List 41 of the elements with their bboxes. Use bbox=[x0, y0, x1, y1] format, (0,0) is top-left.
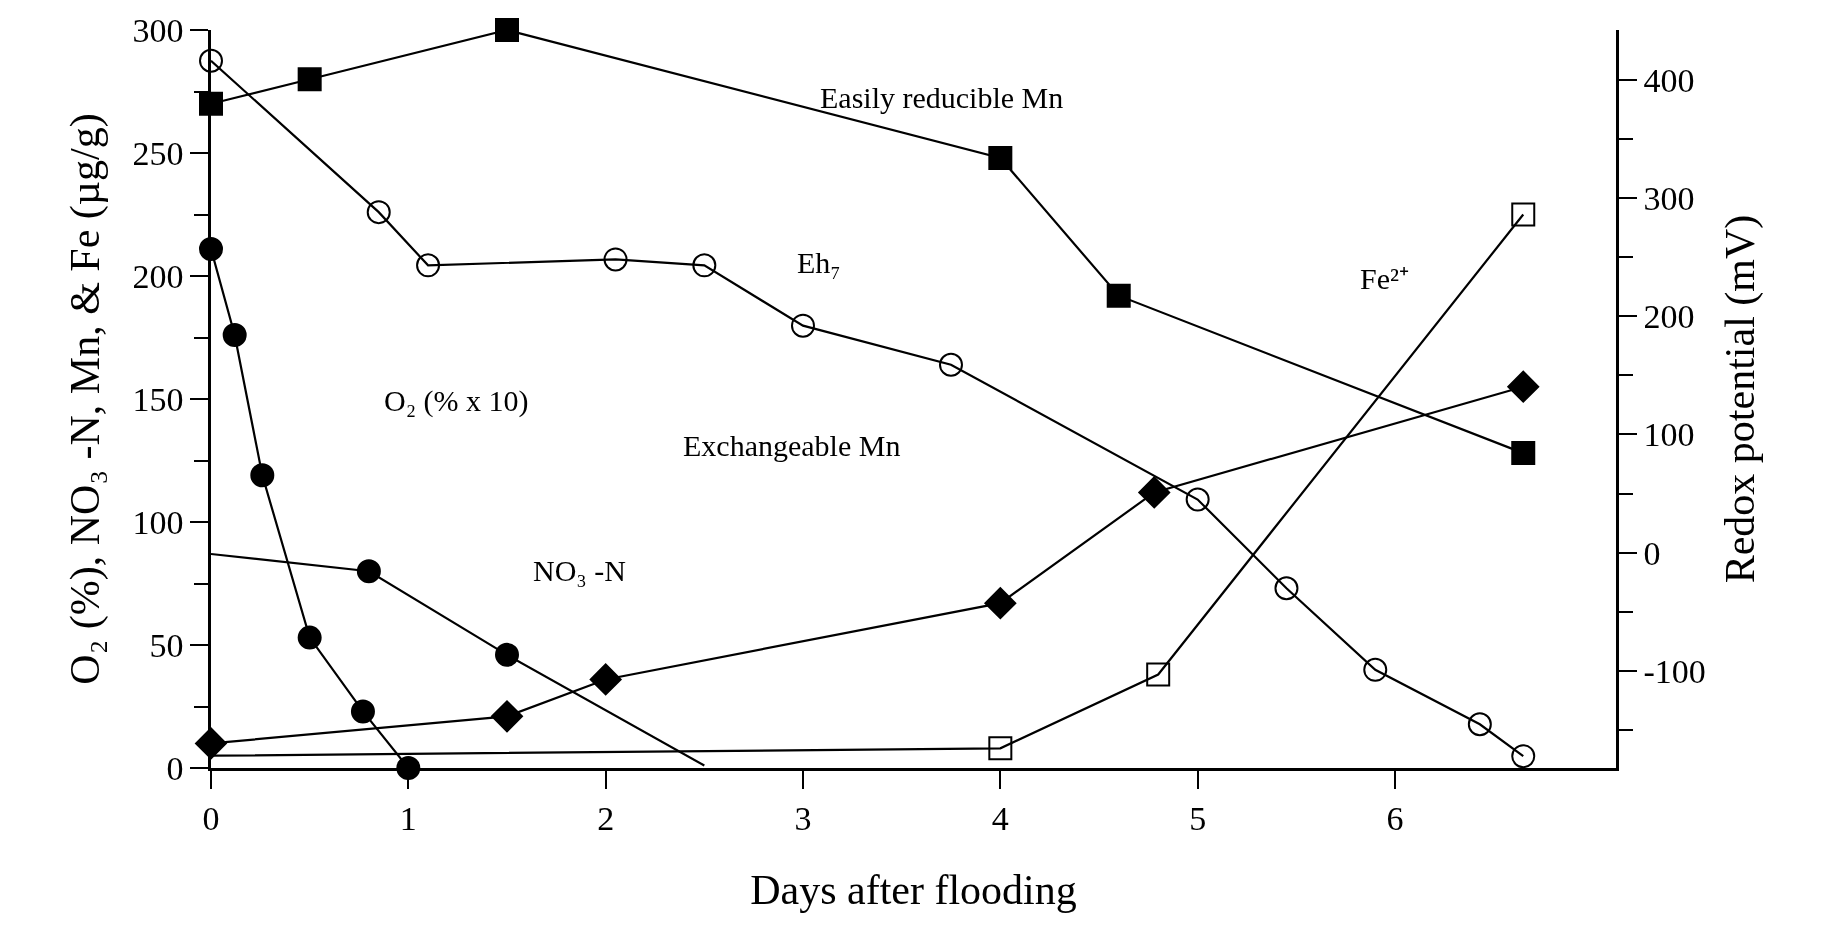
x-tick-label: 6 bbox=[1386, 799, 1404, 837]
annotation: O₂ (% x 10) bbox=[384, 384, 529, 418]
point bbox=[988, 145, 1013, 170]
y-tick-label: 150 bbox=[132, 380, 184, 418]
annotation: Exchangeable Mn bbox=[683, 429, 901, 462]
y-tick-label: 50 bbox=[149, 626, 184, 664]
x-tick-label: 2 bbox=[597, 799, 615, 837]
point bbox=[1507, 370, 1540, 403]
annotation: Easily reducible Mn bbox=[820, 81, 1064, 114]
y-tick-label: 200 bbox=[132, 257, 184, 295]
annotation: Fe²⁺ bbox=[1360, 262, 1409, 295]
point bbox=[495, 18, 519, 42]
annotation: Eh₇ bbox=[797, 246, 841, 279]
y-tick-label: 100 bbox=[132, 503, 184, 541]
point bbox=[1511, 744, 1536, 769]
y2-tick-label: -100 bbox=[1643, 652, 1706, 690]
annotation: NO₃ -N bbox=[533, 554, 626, 587]
y-axis-title: O₂ (%), NO₃ -N, Mn, & Fe (µg/g) bbox=[62, 113, 110, 685]
x-tick-label: 4 bbox=[991, 799, 1009, 837]
point bbox=[1511, 202, 1536, 227]
point bbox=[1106, 283, 1131, 308]
point bbox=[491, 700, 523, 733]
y-tick-label: 300 bbox=[132, 11, 184, 49]
x-tick-label: 3 bbox=[794, 799, 812, 837]
point bbox=[297, 67, 322, 92]
point bbox=[589, 663, 622, 696]
point bbox=[1511, 441, 1536, 466]
y-tick-label: 250 bbox=[132, 134, 184, 172]
y2-tick-label: 200 bbox=[1643, 298, 1695, 336]
point bbox=[1138, 476, 1171, 509]
y-tick-label: 0 bbox=[166, 749, 184, 787]
x-axis-title: Days after flooding bbox=[750, 867, 1077, 914]
point bbox=[356, 559, 381, 584]
y2-tick-label: 300 bbox=[1643, 179, 1695, 217]
y2-axis-title: Redox potential (mV) bbox=[1716, 214, 1764, 584]
x-tick-label: 1 bbox=[399, 799, 417, 837]
x-tick-label: 0 bbox=[202, 799, 220, 837]
y2-tick-label: 400 bbox=[1643, 61, 1695, 99]
y2-tick-label: 100 bbox=[1643, 416, 1695, 454]
y2-tick-label: 0 bbox=[1643, 534, 1661, 572]
x-tick-label: 5 bbox=[1189, 799, 1207, 837]
